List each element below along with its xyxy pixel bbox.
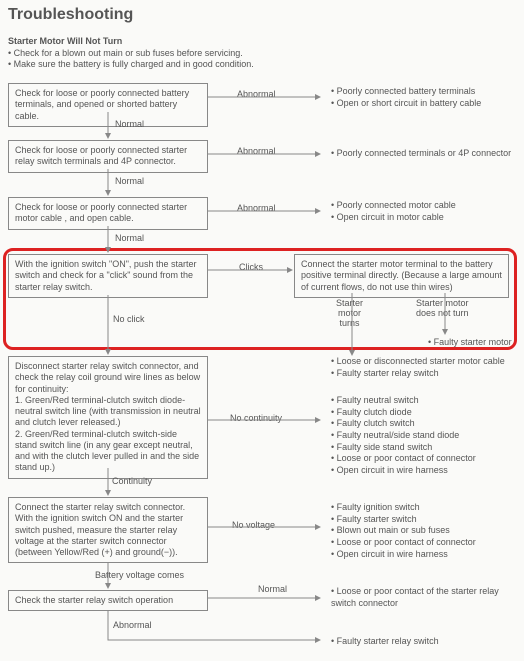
result-item: Faulty side stand switch bbox=[331, 442, 476, 454]
label-noclick: No click bbox=[113, 314, 145, 324]
label-clicks: Clicks bbox=[239, 262, 263, 272]
result-3: Poorly connected motor cable Open circui… bbox=[323, 200, 456, 223]
result-item: Poorly connected terminals or 4P connect… bbox=[331, 148, 511, 160]
label-battery-voltage: Battery voltage comes bbox=[95, 570, 184, 580]
result-7-normal: Loose or poor contact of the starter rel… bbox=[323, 586, 524, 609]
result-item: Poorly connected motor cable bbox=[331, 200, 456, 212]
label-novoltage: No voltage bbox=[232, 520, 275, 530]
step-box-4-right: Connect the starter motor terminal to th… bbox=[294, 254, 509, 298]
step-box-3: Check for loose or poorly connected star… bbox=[8, 197, 208, 230]
step-box-1: Check for loose or poorly connected batt… bbox=[8, 83, 208, 127]
result-item: Faulty neutral switch bbox=[331, 395, 476, 407]
label-normal-2: Normal bbox=[115, 176, 144, 186]
result-item: Blown out main or sub fuses bbox=[331, 525, 476, 537]
label-continuity: Continuity bbox=[112, 476, 152, 486]
result-5: Faulty neutral switch Faulty clutch diod… bbox=[323, 395, 476, 477]
result-item: Loose or poor contact of connector bbox=[331, 453, 476, 465]
label-starter-noturn: Starter motor does not turn bbox=[416, 298, 469, 318]
label-abnormal-1: Abnormal bbox=[237, 89, 276, 99]
intro-bullet-1: • Check for a blown out main or sub fuse… bbox=[8, 48, 243, 58]
label-abnormal-3: Abnormal bbox=[237, 203, 276, 213]
result-item: Faulty clutch diode bbox=[331, 407, 476, 419]
step-box-6: Connect the starter relay switch connect… bbox=[8, 497, 208, 563]
step-box-7: Check the starter relay switch operation bbox=[8, 590, 208, 611]
result-item: Loose or poor contact of connector bbox=[331, 537, 476, 549]
result-4-turns: Loose or disconnected starter motor cabl… bbox=[323, 356, 505, 379]
intro-text-2: Make sure the battery is fully charged a… bbox=[14, 59, 254, 69]
result-item: Faulty starter relay switch bbox=[331, 368, 505, 380]
intro-text-1: Check for a blown out main or sub fuses … bbox=[14, 48, 243, 58]
label-normal-7: Normal bbox=[258, 584, 287, 594]
step-box-2: Check for loose or poorly connected star… bbox=[8, 140, 208, 173]
page: Troubleshooting Starter Motor Will Not T… bbox=[0, 0, 524, 661]
page-title: Troubleshooting bbox=[8, 6, 133, 24]
section-subtitle: Starter Motor Will Not Turn bbox=[8, 36, 122, 46]
intro-bullet-2: • Make sure the battery is fully charged… bbox=[8, 59, 254, 69]
step-box-5: Disconnect starter relay switch connecto… bbox=[8, 356, 208, 479]
step-box-4-left: With the ignition switch "ON", push the … bbox=[8, 254, 208, 298]
result-item: Open circuit in motor cable bbox=[331, 212, 456, 224]
label-normal-1: Normal bbox=[115, 119, 144, 129]
result-2: Poorly connected terminals or 4P connect… bbox=[323, 148, 511, 160]
label-nocontinuity: No continuity bbox=[230, 413, 282, 423]
result-7-abnormal: Faulty starter relay switch bbox=[323, 636, 439, 648]
result-item: Faulty clutch switch bbox=[331, 418, 476, 430]
result-item: Faulty starter motor bbox=[428, 337, 512, 349]
result-item: Loose or poor contact of the starter rel… bbox=[331, 586, 524, 609]
result-6: Faulty ignition switch Faulty starter sw… bbox=[323, 502, 476, 560]
label-starter-turns: Starter motor turns bbox=[336, 298, 363, 328]
label-abnormal-2: Abnormal bbox=[237, 146, 276, 156]
result-item: Poorly connected battery terminals bbox=[331, 86, 481, 98]
label-normal-3: Normal bbox=[115, 233, 144, 243]
result-item: Loose or disconnected starter motor cabl… bbox=[331, 356, 505, 368]
result-4-noturn: Faulty starter motor bbox=[420, 337, 512, 349]
result-item: Open circuit in wire harness bbox=[331, 549, 476, 561]
result-item: Faulty starter relay switch bbox=[331, 636, 439, 648]
result-1: Poorly connected battery terminals Open … bbox=[323, 86, 481, 109]
result-item: Faulty ignition switch bbox=[331, 502, 476, 514]
result-item: Open circuit in wire harness bbox=[331, 465, 476, 477]
result-item: Faulty starter switch bbox=[331, 514, 476, 526]
label-abnormal-7: Abnormal bbox=[113, 620, 152, 630]
result-item: Faulty neutral/side stand diode bbox=[331, 430, 476, 442]
result-item: Open or short circuit in battery cable bbox=[331, 98, 481, 110]
